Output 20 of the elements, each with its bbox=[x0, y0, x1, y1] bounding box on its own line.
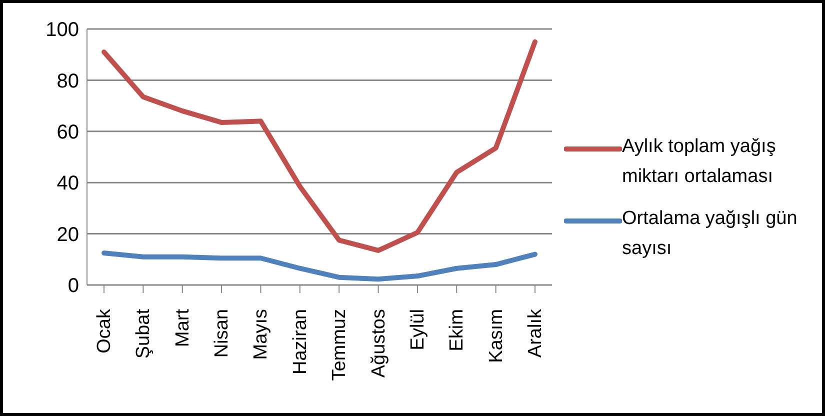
x-tick-label: Temmuz bbox=[329, 309, 350, 381]
x-tick-label: Eylül bbox=[407, 309, 428, 350]
x-tick-label: Kasım bbox=[486, 309, 507, 363]
x-tick-label: Nisan bbox=[212, 309, 233, 358]
x-tick-label: Şubat bbox=[133, 308, 154, 359]
x-tick-label: Ekim bbox=[446, 309, 468, 352]
y-tick-label: 100 bbox=[46, 19, 79, 42]
legend-label: Aylık toplam yağış miktarı ortalaması bbox=[622, 135, 777, 189]
x-tick-label: Mayıs bbox=[250, 309, 272, 360]
y-tick-label: 40 bbox=[56, 172, 79, 195]
y-tick-label: 60 bbox=[56, 122, 79, 144]
y-tick-label: 0 bbox=[68, 275, 79, 298]
x-tick-label: Mart bbox=[172, 308, 194, 347]
y-tick-label: 20 bbox=[56, 224, 79, 246]
x-tick-label: Aralık bbox=[525, 308, 546, 358]
x-tick-label: Haziran bbox=[290, 309, 311, 374]
y-tick-label: 80 bbox=[56, 70, 79, 92]
x-tick-label: Ocak bbox=[94, 308, 115, 354]
legend-label: Ortalama yağışlı gün sayısı bbox=[622, 207, 798, 261]
x-tick-label: Ağustos bbox=[368, 309, 390, 378]
